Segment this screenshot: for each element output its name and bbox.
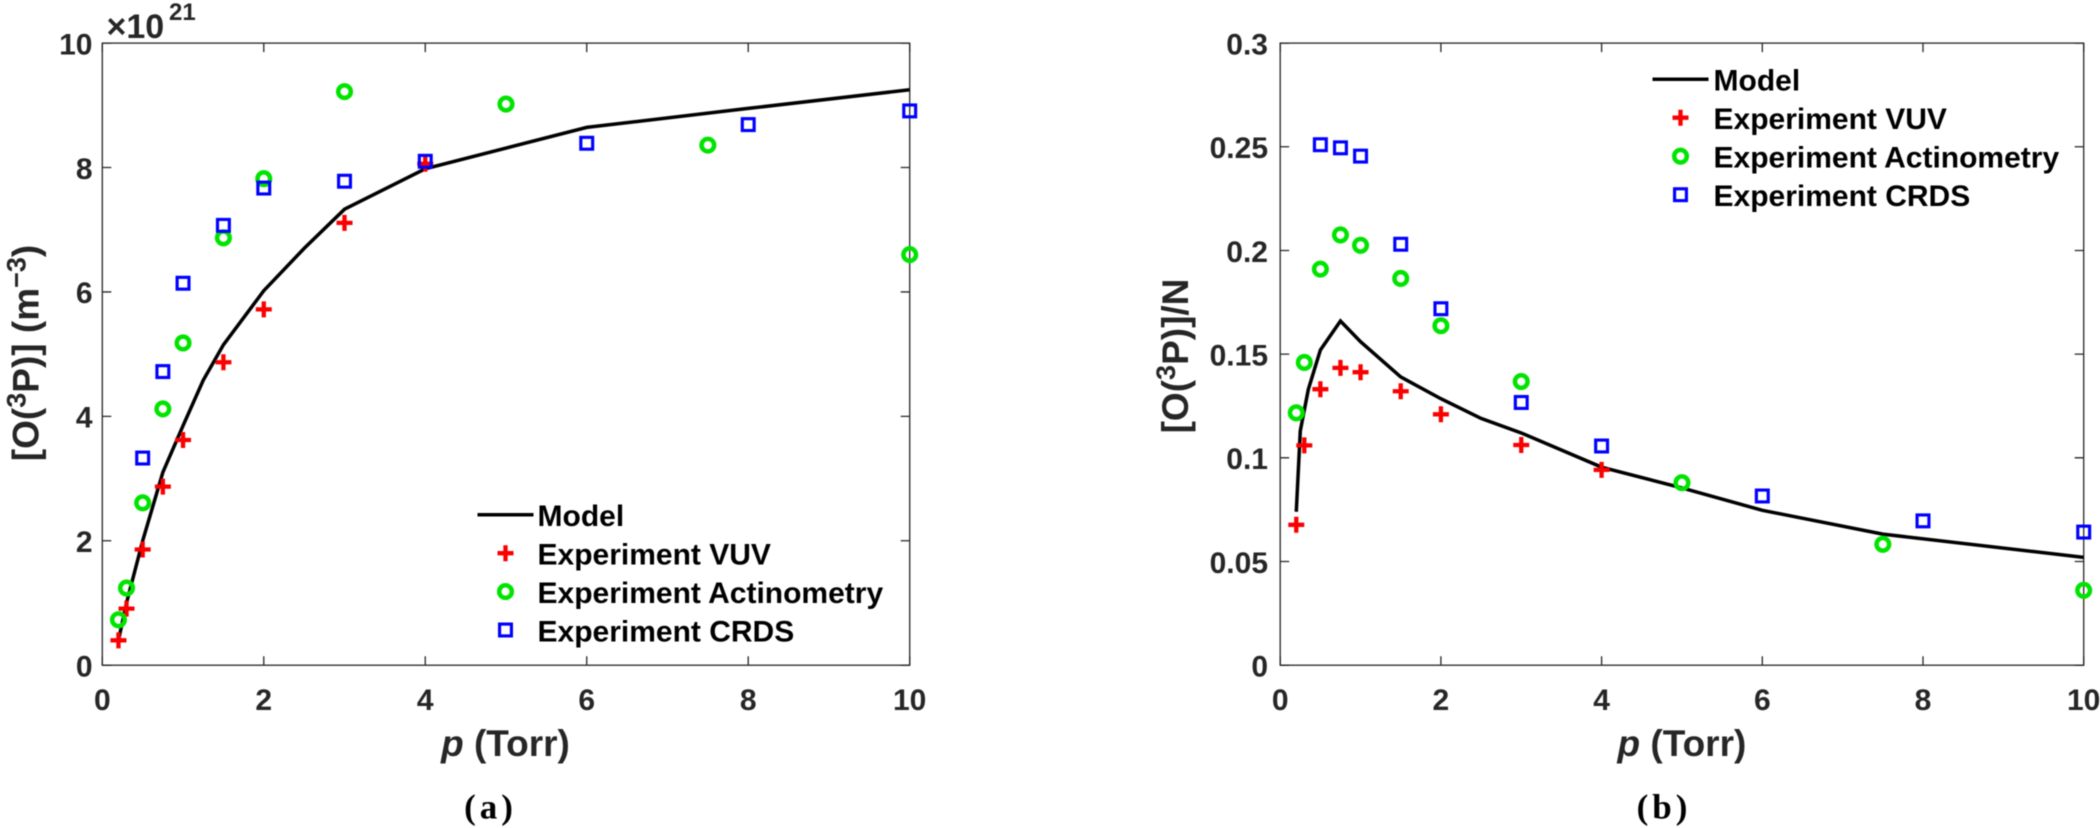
svg-text:0.3: 0.3: [1226, 28, 1268, 61]
svg-text:0.25: 0.25: [1210, 132, 1268, 165]
svg-text:2: 2: [1433, 684, 1450, 717]
svg-text:×10: ×10: [107, 8, 165, 46]
svg-text:10: 10: [893, 684, 926, 717]
svg-text:Model: Model: [538, 500, 625, 533]
svg-text:0.2: 0.2: [1226, 236, 1268, 269]
svg-text:0: 0: [1251, 651, 1268, 684]
svg-text:Model: Model: [1714, 65, 1801, 98]
svg-text:0.1: 0.1: [1226, 443, 1268, 476]
svg-text:0.15: 0.15: [1210, 339, 1268, 372]
svg-text:0.05: 0.05: [1210, 547, 1268, 580]
svg-text:Experiment CRDS: Experiment CRDS: [1714, 180, 1971, 213]
svg-text:p (Torr): p (Torr): [440, 723, 570, 764]
svg-text:4: 4: [1593, 684, 1610, 717]
svg-text:Experiment VUV: Experiment VUV: [538, 539, 771, 572]
svg-text:Experiment Actinometry: Experiment Actinometry: [1714, 142, 2060, 175]
svg-text:0: 0: [94, 684, 111, 717]
svg-text:6: 6: [578, 684, 595, 717]
svg-text:8: 8: [1915, 684, 1932, 717]
svg-text:4: 4: [417, 684, 434, 717]
svg-text:2: 2: [255, 684, 272, 717]
svg-text:10: 10: [59, 28, 92, 61]
svg-text:6: 6: [76, 277, 93, 310]
svg-text:8: 8: [76, 153, 93, 186]
svg-text:0: 0: [76, 651, 93, 684]
svg-text:21: 21: [169, 0, 196, 26]
svg-text:4: 4: [76, 402, 93, 435]
svg-text:Experiment VUV: Experiment VUV: [1714, 103, 1947, 136]
svg-text:2: 2: [76, 526, 93, 559]
svg-text:8: 8: [740, 684, 757, 717]
svg-text:(b): (b): [1637, 788, 1692, 827]
svg-text:[O(3P)] (m−3): [O(3P)] (m−3): [1, 245, 46, 461]
svg-text:Experiment CRDS: Experiment CRDS: [538, 615, 795, 648]
svg-text:10: 10: [2067, 684, 2100, 717]
svg-text:0: 0: [1272, 684, 1289, 717]
svg-text:[O(3P)]/N: [O(3P)]/N: [1151, 279, 1196, 434]
svg-text:p (Torr): p (Torr): [1617, 723, 1747, 764]
svg-text:(a): (a): [464, 788, 517, 827]
svg-text:Experiment Actinometry: Experiment Actinometry: [538, 577, 884, 610]
svg-text:6: 6: [1754, 684, 1771, 717]
